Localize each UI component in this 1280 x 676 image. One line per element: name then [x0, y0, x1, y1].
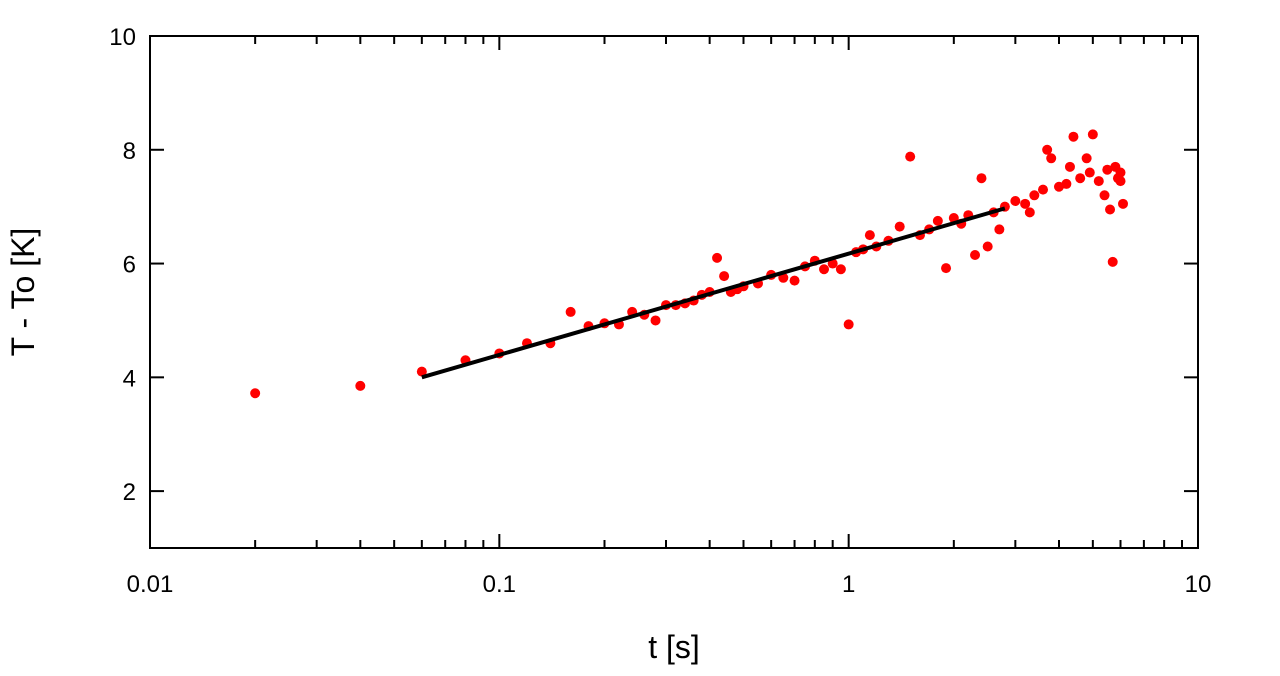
data-point — [789, 275, 800, 286]
data-point — [1115, 167, 1126, 178]
data-point — [1107, 256, 1118, 267]
data-point — [970, 250, 981, 261]
y-tick-label: 10 — [109, 24, 136, 51]
data-point — [843, 319, 854, 330]
data-point — [250, 388, 261, 399]
data-point — [941, 263, 952, 274]
data-point — [819, 264, 830, 275]
plot-frame — [149, 35, 1199, 549]
data-point — [894, 221, 905, 232]
data-point — [864, 230, 875, 241]
data-point — [1099, 190, 1110, 201]
data-point — [994, 224, 1005, 235]
data-point — [1093, 176, 1104, 187]
data-point — [1038, 184, 1049, 195]
data-point — [1105, 204, 1116, 215]
data-point — [905, 151, 916, 162]
data-point — [565, 306, 576, 317]
data-point — [1024, 207, 1035, 218]
data-point — [1118, 198, 1129, 209]
data-point — [1075, 173, 1086, 184]
data-point — [1042, 144, 1053, 155]
data-point — [976, 173, 987, 184]
data-point — [835, 264, 846, 275]
x-tick-label: 1 — [842, 571, 855, 598]
data-point — [712, 252, 723, 263]
data-point — [355, 380, 366, 391]
data-point — [1010, 195, 1021, 206]
data-point — [932, 215, 943, 226]
y-tick-label: 6 — [123, 252, 136, 279]
data-point — [416, 366, 427, 377]
fit-line — [421, 206, 1006, 380]
x-tick-label: 0.1 — [483, 571, 516, 598]
data-point — [1020, 198, 1031, 209]
data-point — [1029, 190, 1040, 201]
y-tick-label: 8 — [123, 138, 136, 165]
x-axis-label: t [s] — [648, 629, 700, 665]
data-point — [719, 271, 730, 282]
x-tick-label: 10 — [1185, 571, 1212, 598]
data-point — [1102, 164, 1113, 175]
data-point — [982, 241, 993, 252]
data-point — [1064, 161, 1075, 172]
data-point — [1046, 153, 1057, 164]
y-axis-label: T - To [K] — [5, 228, 41, 357]
y-tick-label: 2 — [123, 479, 136, 506]
data-point — [650, 315, 661, 326]
data-point — [1084, 167, 1095, 178]
data-point — [1081, 153, 1092, 164]
data-point — [1068, 131, 1079, 142]
x-tick-label: 0.01 — [127, 571, 174, 598]
data-point — [1087, 129, 1098, 140]
data-point — [1115, 176, 1126, 187]
data-point — [1061, 178, 1072, 189]
y-tick-label: 4 — [123, 365, 136, 392]
